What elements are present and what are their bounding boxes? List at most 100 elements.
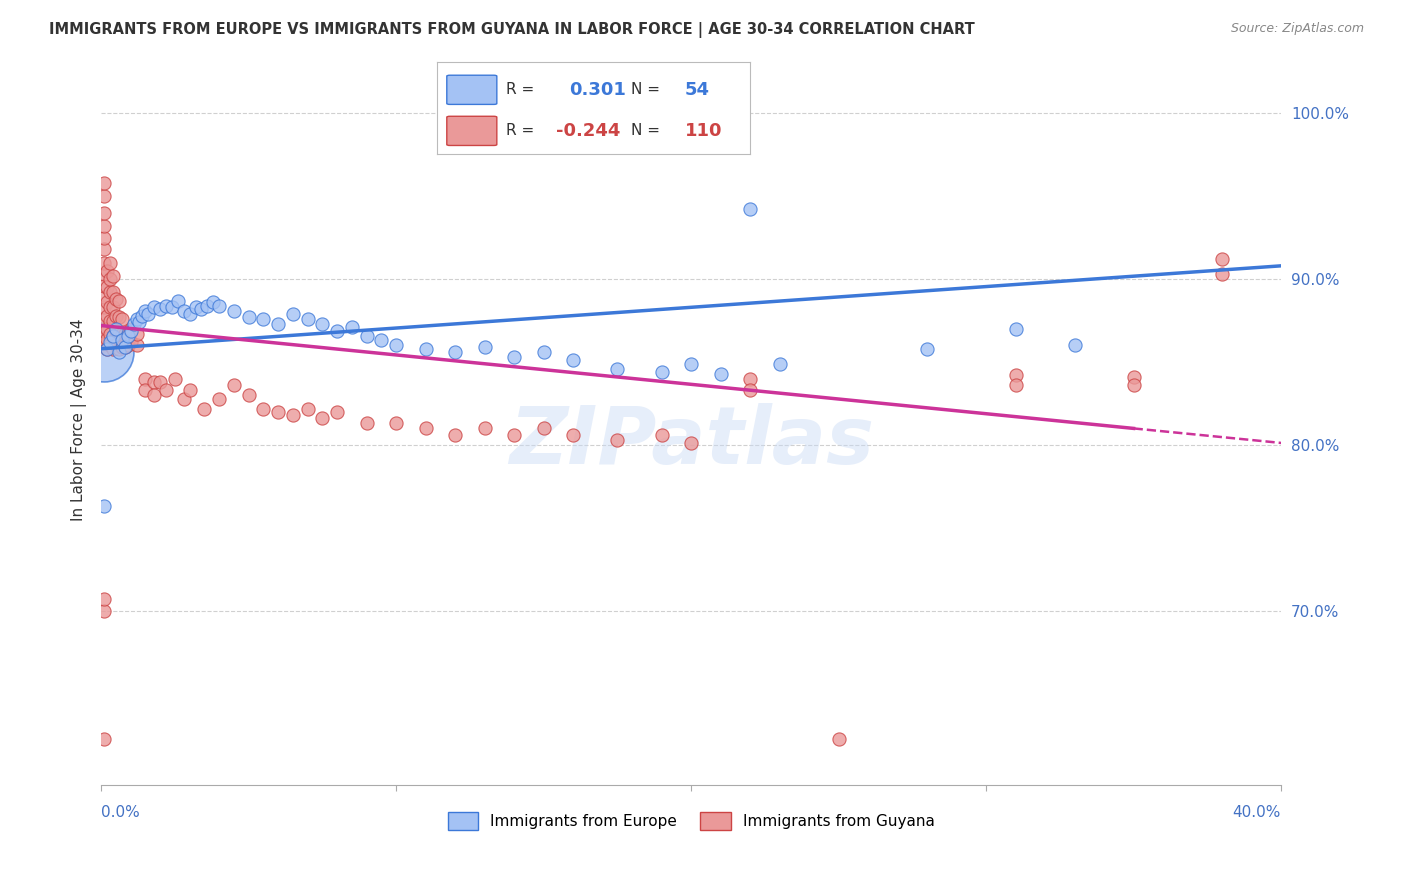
Point xyxy=(143,301,166,315)
Point xyxy=(101,268,124,283)
Point xyxy=(96,342,118,356)
Point xyxy=(385,417,408,431)
Point xyxy=(1004,378,1026,392)
Point xyxy=(297,312,319,326)
Y-axis label: In Labor Force | Age 30-34: In Labor Force | Age 30-34 xyxy=(72,318,87,521)
Point xyxy=(149,301,172,316)
Point xyxy=(740,371,762,385)
Point xyxy=(101,342,124,356)
Point xyxy=(120,322,142,336)
Point xyxy=(98,301,121,315)
Point xyxy=(252,401,274,416)
Point xyxy=(134,303,156,318)
Point xyxy=(93,278,115,293)
Point xyxy=(111,326,134,341)
Point xyxy=(533,345,555,359)
Point xyxy=(93,731,115,746)
Point xyxy=(385,338,408,352)
Point xyxy=(98,272,121,286)
Point xyxy=(326,324,349,338)
Point xyxy=(101,328,124,343)
Point xyxy=(98,255,121,269)
Point xyxy=(681,436,703,450)
Point xyxy=(104,324,127,338)
Point xyxy=(606,361,628,376)
Point xyxy=(155,384,177,398)
Point xyxy=(1211,252,1233,267)
Point xyxy=(98,335,121,350)
Point xyxy=(104,338,127,352)
Point xyxy=(1063,338,1085,352)
Legend: Immigrants from Europe, Immigrants from Guyana: Immigrants from Europe, Immigrants from … xyxy=(441,806,941,836)
Text: Source: ZipAtlas.com: Source: ZipAtlas.com xyxy=(1230,22,1364,36)
Point xyxy=(122,317,145,331)
Point xyxy=(136,307,159,321)
Point xyxy=(125,312,148,326)
Point xyxy=(114,340,136,354)
Point xyxy=(1004,368,1026,383)
Point xyxy=(340,320,363,334)
Point xyxy=(444,345,467,359)
Point xyxy=(252,312,274,326)
Point xyxy=(93,255,115,269)
Point xyxy=(96,342,118,356)
Point xyxy=(117,325,139,339)
Point xyxy=(267,405,290,419)
Point xyxy=(93,230,115,244)
Point xyxy=(101,285,124,300)
Point xyxy=(101,301,124,315)
Point xyxy=(267,317,290,331)
Point xyxy=(111,312,134,326)
Point xyxy=(193,401,215,416)
Point xyxy=(98,285,121,300)
Point xyxy=(710,367,733,381)
Text: 0.0%: 0.0% xyxy=(101,805,139,820)
Text: 40.0%: 40.0% xyxy=(1233,805,1281,820)
Point xyxy=(474,340,496,354)
Point xyxy=(311,317,333,331)
Point xyxy=(96,280,118,294)
Point xyxy=(190,301,212,316)
Point xyxy=(125,326,148,341)
Point xyxy=(533,421,555,435)
Point xyxy=(740,202,762,217)
Point xyxy=(98,313,121,327)
Point xyxy=(651,428,673,442)
Point xyxy=(184,301,207,315)
Point xyxy=(474,421,496,435)
Point xyxy=(93,206,115,220)
Point xyxy=(111,340,134,354)
Point xyxy=(93,242,115,256)
Point xyxy=(104,309,127,323)
Point xyxy=(104,292,127,306)
Point xyxy=(1211,267,1233,281)
Point xyxy=(179,384,201,398)
Point xyxy=(101,313,124,327)
Point xyxy=(370,334,392,348)
Point xyxy=(93,592,115,607)
Point xyxy=(104,322,127,336)
Point xyxy=(173,392,195,406)
Point xyxy=(93,176,115,190)
Point xyxy=(114,326,136,341)
Point xyxy=(96,309,118,323)
Point xyxy=(1122,378,1144,392)
Point xyxy=(503,350,526,364)
Point xyxy=(202,295,225,310)
Point xyxy=(562,428,585,442)
Point xyxy=(827,731,849,746)
Point xyxy=(98,338,121,352)
Point xyxy=(96,295,118,310)
Point xyxy=(108,326,131,341)
Point xyxy=(108,345,131,359)
Point xyxy=(297,401,319,416)
Point xyxy=(93,500,115,514)
Point xyxy=(768,357,790,371)
Point xyxy=(93,267,115,281)
Point xyxy=(93,324,115,338)
Point xyxy=(681,357,703,371)
Point xyxy=(143,388,166,402)
Point xyxy=(173,303,195,318)
Point xyxy=(93,312,115,326)
Point xyxy=(179,307,201,321)
